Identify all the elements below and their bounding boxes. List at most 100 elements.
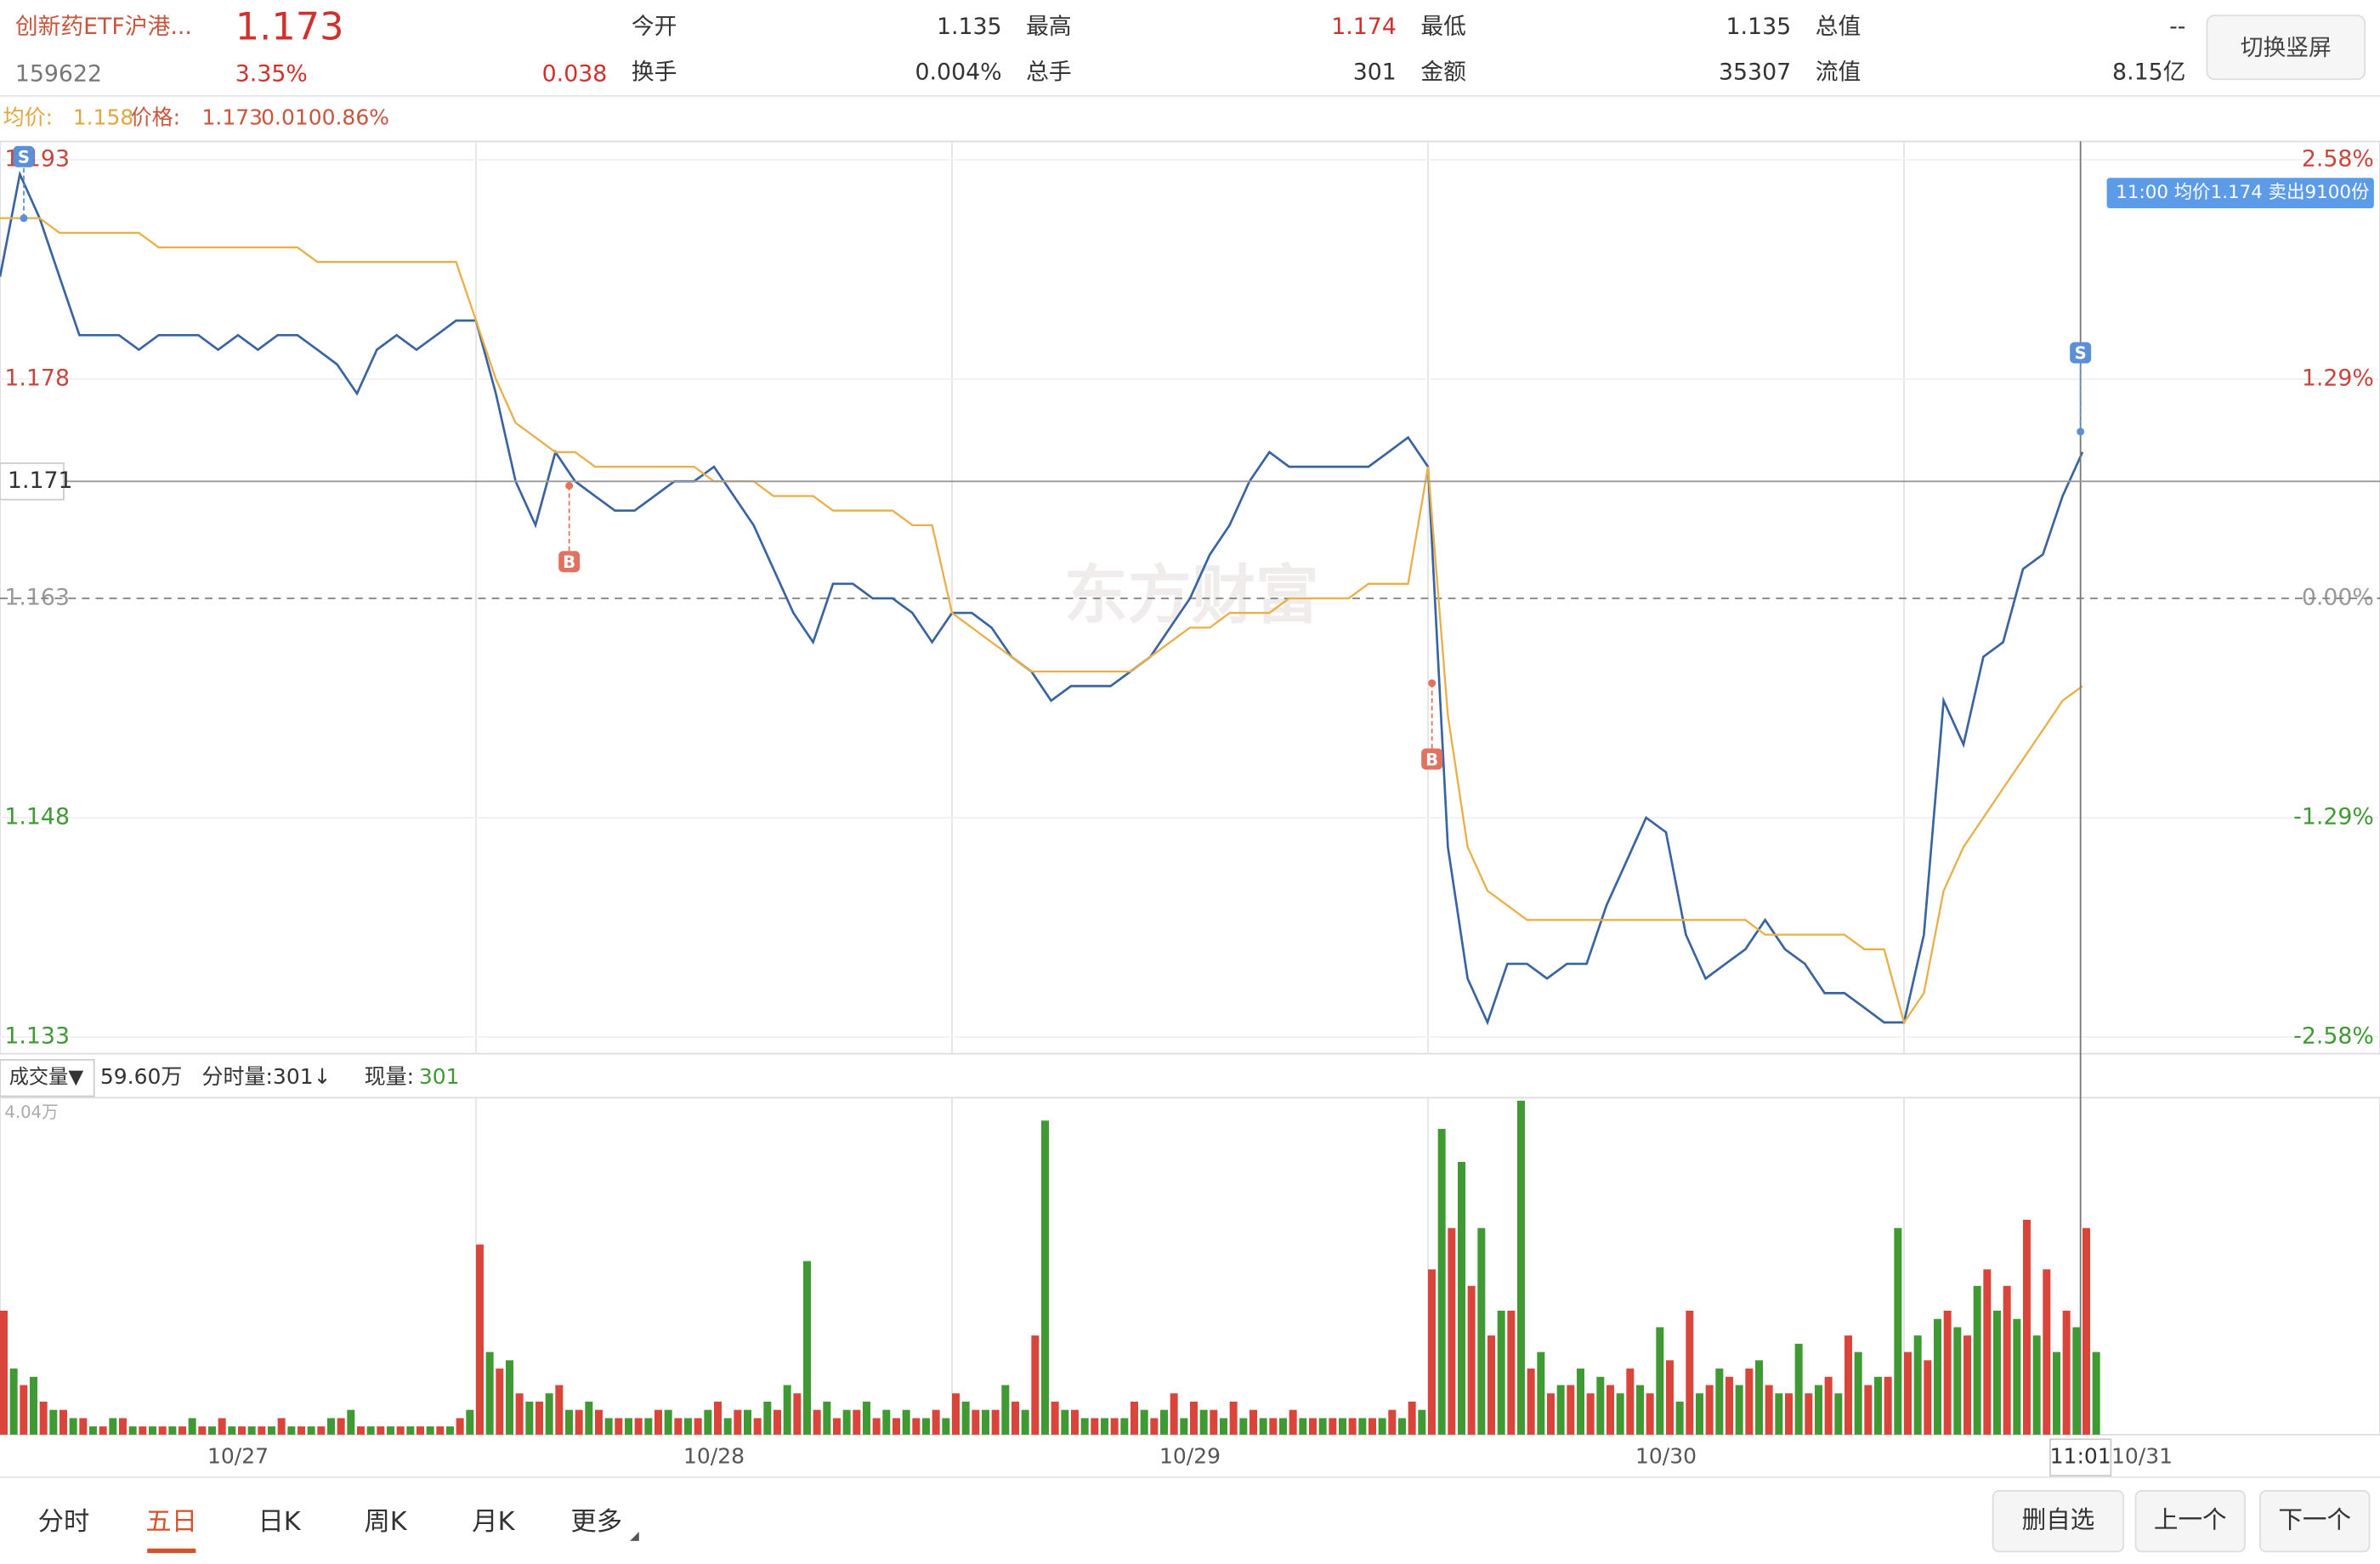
volume-bar (1913, 1335, 1922, 1435)
volume-bar (79, 1418, 88, 1435)
volume-bar (1140, 1409, 1148, 1435)
cursor-time-box (2049, 1438, 2112, 1476)
volume-bar (1775, 1393, 1783, 1435)
tab[interactable]: 月K (472, 1507, 515, 1537)
stat-value: 8.15亿 (2112, 60, 2185, 86)
button[interactable] (1992, 1490, 2125, 1553)
volume-bar (1160, 1409, 1168, 1435)
volume-bar (2013, 1318, 2021, 1435)
volume-bar (1924, 1360, 1932, 1435)
tab[interactable]: 更多 (570, 1507, 622, 1537)
volume-bar (1289, 1409, 1297, 1435)
y2-tick-label: -1.29% (2293, 803, 2374, 830)
button-label[interactable]: 上一个 (2154, 1505, 2227, 1534)
button-label[interactable]: 下一个 (2278, 1505, 2351, 1534)
volume-bar (208, 1426, 216, 1435)
volume-bar (1844, 1335, 1852, 1435)
volume-bar (1150, 1418, 1159, 1435)
volume-bar (1120, 1418, 1129, 1435)
volume-bar (833, 1418, 841, 1435)
volume-bar (1983, 1269, 1992, 1435)
volume-bar (327, 1418, 335, 1435)
price-line (0, 170, 2084, 1026)
volume-bar (139, 1426, 147, 1435)
y-tick-label: 1.133 (4, 1023, 70, 1050)
volume-bar (1418, 1409, 1426, 1435)
volume-bar (30, 1376, 37, 1435)
price-pct: 0.86% (322, 105, 389, 130)
stat-label: 换手 (632, 60, 677, 86)
stat-label: 最低 (1420, 14, 1466, 40)
volume-bar (496, 1368, 504, 1435)
volume-bar (1477, 1227, 1486, 1435)
volume-bar (1943, 1310, 1952, 1435)
x-tick-label: 10/30 (1635, 1444, 1697, 1469)
volume-bar (416, 1426, 424, 1435)
stat-value: -- (2169, 14, 2185, 40)
volume-bar (109, 1418, 117, 1435)
volume-bar (1220, 1418, 1227, 1435)
volume-bar (2043, 1269, 2051, 1435)
volume-bar (1596, 1376, 1605, 1435)
x-tick-label: 10/31 (2111, 1444, 2173, 1469)
tab[interactable]: 五日 (145, 1507, 197, 1537)
volume-bar (1547, 1393, 1555, 1435)
volume-selector-label[interactable]: 成交量▼ (9, 1066, 84, 1089)
tabs: 分时 五日 日K 周K 月K 更多 (38, 1507, 639, 1554)
volume-bar (723, 1418, 732, 1435)
trade-point (2077, 428, 2085, 436)
volume-bar (446, 1426, 454, 1435)
volume-bar (89, 1426, 97, 1435)
volume-bar (615, 1418, 623, 1435)
code: 159622 (15, 60, 102, 87)
button[interactable] (2134, 1490, 2246, 1553)
stat-value: 1.135 (937, 14, 1002, 40)
volume-bar (377, 1426, 385, 1435)
stock-name: 创新药ETF沪港... (15, 14, 192, 40)
volume-bar (1299, 1418, 1307, 1435)
volume-bar (1824, 1376, 1833, 1435)
volume-bar (1864, 1385, 1873, 1435)
tab[interactable]: 周K (364, 1507, 407, 1537)
volume-bar (1428, 1269, 1436, 1435)
volume-bar (0, 1310, 8, 1435)
x-tick-label: 10/29 (1159, 1444, 1221, 1469)
change: 0.038 (542, 60, 608, 87)
volume-bar (1686, 1310, 1694, 1435)
volume-bar (952, 1393, 960, 1435)
tooltip-box (2106, 178, 2374, 208)
volume-bar (644, 1418, 653, 1435)
tab[interactable]: 分时 (38, 1507, 90, 1537)
volume-bar (604, 1418, 613, 1435)
volume-bar (1705, 1385, 1714, 1435)
y-tick-label: 1.148 (4, 803, 70, 830)
volume-bar (1616, 1393, 1624, 1435)
change-pct: 3.35% (235, 60, 308, 87)
price-change: 0.010 (261, 105, 322, 130)
volume-bar (485, 1352, 494, 1435)
volume-bar (1695, 1393, 1703, 1435)
price: 1.173 (235, 4, 344, 48)
volume-bar (714, 1401, 722, 1435)
volume-bar (1953, 1327, 1962, 1435)
switch-button-label[interactable]: 切换竖屏 (2241, 35, 2332, 61)
volume-selector[interactable] (0, 1058, 95, 1097)
volume-bar (823, 1401, 831, 1435)
tab[interactable]: 日K (258, 1507, 301, 1537)
volume-bar (853, 1409, 861, 1435)
volume-bar (1934, 1318, 1941, 1435)
y-tick-label: 1.163 (4, 584, 70, 610)
volume-bar (863, 1401, 870, 1435)
volume-bar (366, 1426, 375, 1435)
volume-bar (2082, 1227, 2090, 1435)
button-label[interactable]: 删自选 (2022, 1505, 2095, 1534)
button[interactable] (2259, 1490, 2371, 1553)
volume-bar (1755, 1360, 1763, 1435)
switch-button[interactable] (2206, 14, 2366, 81)
volume-bar (1398, 1418, 1406, 1435)
trade-point (565, 482, 574, 490)
volume-bar (1130, 1401, 1138, 1435)
trade-badge (13, 145, 35, 167)
volume-bar (1041, 1120, 1049, 1435)
volume-bar (456, 1418, 464, 1435)
